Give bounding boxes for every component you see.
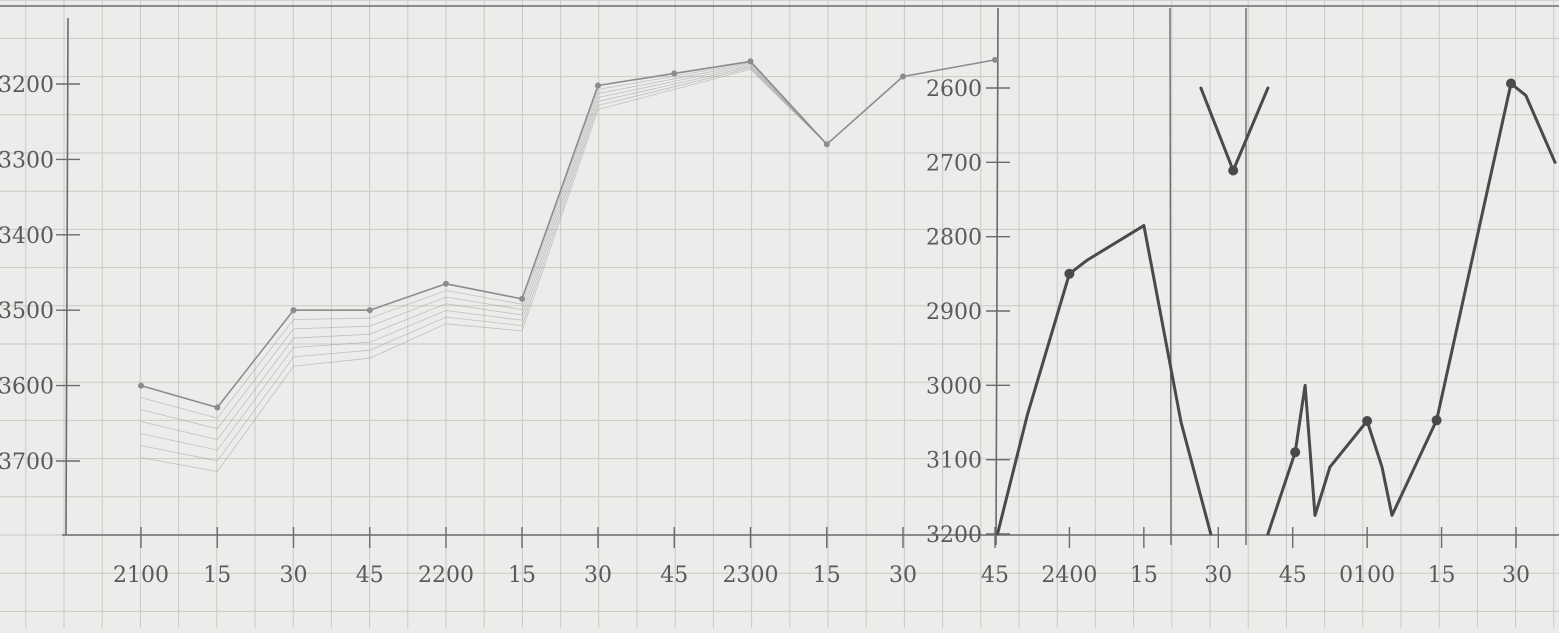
left-y-tick-label: 3400 [0, 224, 54, 249]
data-point [1064, 269, 1074, 279]
right-y-tick-label: 3100 [926, 449, 982, 474]
left-y-tick-label: 3600 [0, 375, 54, 400]
data-point [671, 70, 677, 76]
right-y-tick-label: 2600 [926, 77, 982, 102]
data-point [367, 307, 373, 313]
data-point [291, 307, 297, 313]
x-tick-label: 0100 [1339, 563, 1395, 588]
data-point [519, 296, 525, 302]
data-point [824, 141, 830, 147]
right-y-tick-label: 2900 [926, 300, 982, 325]
right-y-tick-label: 3000 [926, 374, 982, 399]
x-tick-label: 45 [981, 563, 1009, 588]
x-tick-label: 15 [1428, 563, 1456, 588]
left-y-tick-label: 3300 [0, 148, 54, 173]
x-tick-label: 2100 [113, 563, 169, 588]
right-y-tick-label: 2700 [926, 151, 982, 176]
left-y-tick-label: 3700 [0, 450, 54, 475]
x-tick-label: 30 [1204, 563, 1232, 588]
data-point [214, 405, 220, 411]
left-y-tick-label: 3200 [0, 73, 54, 98]
x-tick-label: 45 [660, 563, 688, 588]
data-point [992, 57, 998, 63]
x-tick-label: 30 [1502, 563, 1530, 588]
x-tick-label: 45 [1279, 563, 1307, 588]
x-tick-label: 30 [280, 563, 308, 588]
x-tick-label: 30 [889, 563, 917, 588]
x-tick-label: 15 [508, 563, 536, 588]
left-y-tick-label: 3500 [0, 299, 54, 324]
x-tick-label: 2300 [723, 563, 779, 588]
data-point [748, 58, 754, 64]
data-point [1228, 166, 1238, 176]
x-tick-label: 2400 [1041, 563, 1097, 588]
data-point [138, 383, 144, 389]
data-point [595, 83, 601, 89]
x-tick-label: 30 [584, 563, 612, 588]
data-point [443, 281, 449, 287]
x-tick-label: 2200 [418, 563, 474, 588]
x-tick-label: 15 [203, 563, 231, 588]
data-point [1432, 415, 1442, 425]
data-point [1506, 79, 1516, 89]
data-point [1290, 447, 1300, 457]
right-y-tick-label: 2800 [926, 226, 982, 251]
x-tick-label: 15 [1130, 563, 1158, 588]
x-tick-label: 15 [813, 563, 841, 588]
right-y-tick-label: 3200 [926, 523, 982, 548]
x-tick-label: 45 [356, 563, 384, 588]
data-point [1362, 416, 1372, 426]
data-point [900, 74, 906, 80]
